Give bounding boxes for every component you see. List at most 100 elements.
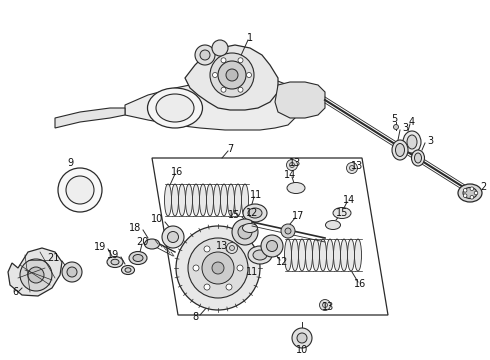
Text: 10: 10 [296,345,308,355]
Ellipse shape [347,239,354,271]
Circle shape [349,166,354,171]
Text: 14: 14 [284,170,296,180]
Circle shape [62,262,82,282]
Text: 8: 8 [192,312,198,322]
Ellipse shape [122,266,134,274]
Text: 13: 13 [322,302,334,312]
Circle shape [221,87,226,92]
Ellipse shape [392,140,408,160]
Polygon shape [125,78,295,130]
Ellipse shape [133,255,143,261]
Text: 3: 3 [427,136,433,146]
Circle shape [464,194,467,197]
Ellipse shape [333,207,351,219]
Text: 18: 18 [129,223,141,233]
Circle shape [474,191,478,195]
Circle shape [226,243,238,253]
Text: 12: 12 [246,208,258,218]
Text: 9: 9 [67,158,73,168]
Ellipse shape [415,153,421,163]
Ellipse shape [325,220,341,230]
Circle shape [226,246,232,252]
Ellipse shape [107,256,123,267]
Text: 19: 19 [107,250,119,260]
Ellipse shape [220,184,227,216]
Ellipse shape [125,268,131,272]
Circle shape [193,265,199,271]
Circle shape [213,72,218,77]
Text: 11: 11 [246,267,258,277]
Circle shape [393,125,398,130]
Text: 12: 12 [276,257,288,267]
Ellipse shape [243,224,258,233]
Ellipse shape [129,252,147,265]
Ellipse shape [412,150,424,166]
Ellipse shape [253,250,267,260]
Text: 13: 13 [351,161,363,171]
Text: 2: 2 [480,182,486,192]
Text: 13: 13 [289,158,301,168]
Circle shape [287,159,297,171]
Circle shape [292,328,312,348]
Ellipse shape [178,184,186,216]
Circle shape [238,87,243,92]
Circle shape [229,246,235,251]
Text: 20: 20 [136,237,148,247]
Circle shape [204,284,210,290]
Ellipse shape [248,246,272,264]
Circle shape [212,40,228,56]
Ellipse shape [206,184,214,216]
Circle shape [58,168,102,212]
Ellipse shape [407,135,417,149]
Ellipse shape [395,144,405,157]
Text: 1: 1 [247,33,253,43]
Ellipse shape [145,239,160,249]
Circle shape [168,231,178,243]
Text: 19: 19 [94,242,106,252]
Text: 14: 14 [343,195,355,205]
Circle shape [297,333,307,343]
Circle shape [162,226,184,248]
Ellipse shape [111,259,119,265]
Ellipse shape [287,183,305,194]
Circle shape [346,162,358,174]
Circle shape [319,300,330,310]
Circle shape [28,267,44,283]
Circle shape [195,45,215,65]
Circle shape [202,252,234,284]
Text: 21: 21 [48,253,60,263]
Circle shape [285,228,291,234]
Ellipse shape [147,88,202,128]
Ellipse shape [214,184,220,216]
Ellipse shape [298,239,305,271]
Text: 7: 7 [227,144,233,154]
Ellipse shape [305,239,313,271]
Polygon shape [8,248,62,296]
Text: 17: 17 [292,211,304,221]
Circle shape [238,58,243,63]
Text: 5: 5 [391,114,397,124]
Ellipse shape [292,239,298,271]
Ellipse shape [463,188,477,198]
Ellipse shape [326,239,334,271]
Circle shape [188,238,248,298]
Circle shape [322,302,327,307]
Circle shape [290,162,294,167]
Circle shape [67,267,77,277]
Ellipse shape [285,239,292,271]
Circle shape [212,262,224,274]
Ellipse shape [403,131,421,153]
Circle shape [261,235,283,257]
Ellipse shape [243,204,267,222]
Ellipse shape [165,184,172,216]
Ellipse shape [242,184,248,216]
Circle shape [470,187,474,190]
Circle shape [470,195,474,199]
Text: 11: 11 [250,190,262,200]
Text: 15: 15 [228,210,240,220]
Ellipse shape [458,184,482,202]
Polygon shape [275,82,325,118]
Circle shape [176,226,260,310]
Circle shape [200,50,210,60]
Circle shape [246,72,251,77]
